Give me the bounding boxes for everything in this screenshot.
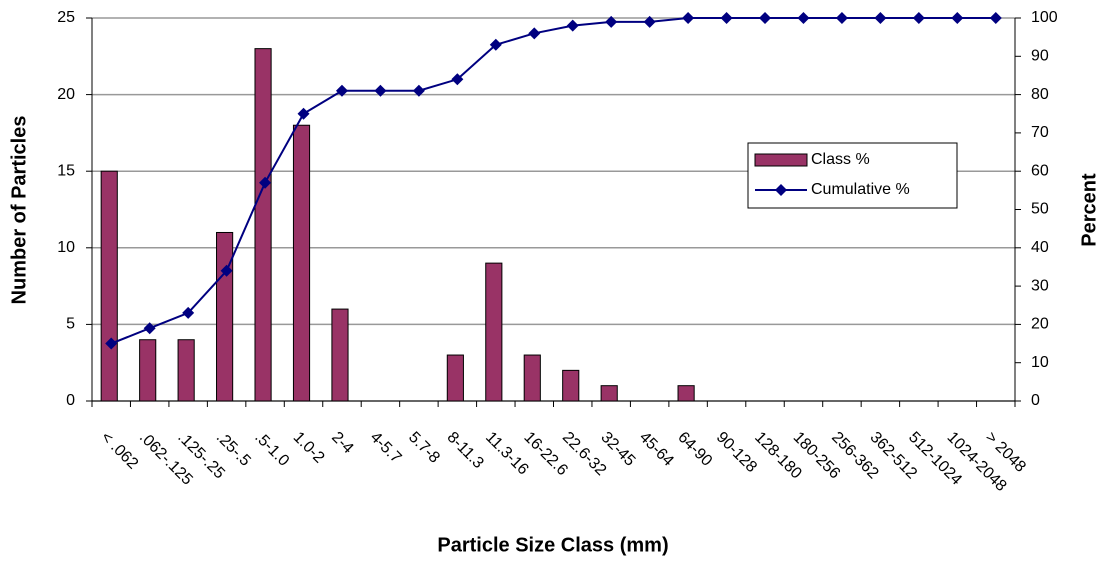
marker: [335, 84, 348, 97]
y-tick-label: 10: [57, 239, 75, 256]
marker: [259, 176, 272, 189]
marker: [220, 264, 233, 277]
bar: [216, 231, 234, 402]
x-tick-label: .5-1.0: [251, 429, 292, 470]
bar: [562, 369, 580, 402]
bar: [600, 385, 618, 402]
y2-tick-label: 70: [1031, 124, 1049, 141]
x-axis-title: Particle Size Class (mm): [437, 534, 668, 556]
marker: [143, 322, 156, 335]
legend-marker: [775, 184, 787, 196]
marker: [451, 73, 464, 86]
bar: [485, 262, 503, 402]
marker: [374, 84, 387, 97]
x-tick-label: 4-5.7: [367, 429, 405, 467]
marker: [797, 12, 810, 24]
y2-axis-title: Percent: [1078, 173, 1100, 247]
marker: [874, 12, 887, 24]
legend-label: Class %: [811, 151, 870, 168]
legend-swatch: [754, 153, 808, 167]
bar: [523, 354, 541, 402]
y2-tick-label: 100: [1031, 9, 1058, 26]
x-tick-label: 2-4: [328, 429, 356, 457]
y2-tick-label: 20: [1031, 316, 1049, 333]
marker: [720, 12, 733, 24]
marker: [912, 12, 925, 24]
marker: [643, 15, 656, 28]
bar: [177, 339, 195, 402]
bar: [677, 385, 695, 402]
y2-tick-label: 90: [1031, 48, 1049, 65]
marker: [182, 306, 195, 319]
bar: [446, 354, 464, 402]
y2-tick-label: 80: [1031, 86, 1049, 103]
legend: Class % Cumulative %: [747, 142, 958, 209]
bar: [100, 170, 118, 402]
marker: [528, 27, 541, 40]
x-tick-label: 1.0-2: [290, 429, 328, 467]
legend-label: Cumulative %: [811, 181, 910, 198]
x-tick-label: < .062: [97, 429, 141, 473]
marker: [412, 84, 425, 97]
y-tick-label: 25: [57, 9, 75, 26]
y-axis-title: Number of Particles: [8, 116, 30, 305]
marker: [759, 12, 772, 24]
y-tick-label: 5: [66, 316, 75, 333]
x-tick-label: 64-90: [674, 429, 715, 470]
y2-tick-label: 30: [1031, 277, 1049, 294]
marker: [989, 12, 1002, 24]
x-tick-label: 45-64: [636, 429, 677, 470]
marker: [105, 337, 118, 350]
y2-tick-label: 50: [1031, 201, 1049, 218]
x-tick-label: 5.7-8: [405, 429, 443, 467]
marker: [682, 12, 695, 24]
x-tick-label: 8-11.3: [444, 429, 487, 472]
y-tick-label: 0: [66, 392, 75, 409]
bar: [254, 48, 272, 402]
bar: [292, 124, 311, 402]
y2-tick-label: 60: [1031, 162, 1049, 179]
x-tick-label: 90-128: [713, 429, 760, 476]
marker: [951, 12, 964, 24]
y-tick-label: 15: [57, 162, 75, 179]
y2-tick-label: 0: [1031, 392, 1040, 409]
marker: [835, 12, 848, 24]
marker: [566, 19, 579, 32]
y2-tick-label: 40: [1031, 239, 1049, 256]
y2-tick-label: 10: [1031, 354, 1049, 371]
bar: [139, 339, 157, 402]
bar: [331, 308, 349, 402]
line: [110, 17, 996, 345]
marker: [489, 38, 502, 51]
y-tick-label: 20: [57, 86, 75, 103]
marker: [297, 107, 310, 120]
marker: [605, 15, 618, 28]
